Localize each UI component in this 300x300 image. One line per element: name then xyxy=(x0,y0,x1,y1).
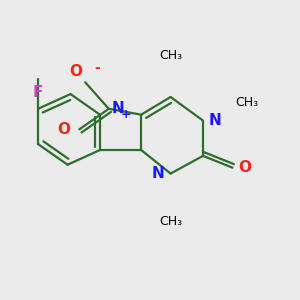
Text: F: F xyxy=(33,85,43,100)
Text: CH₃: CH₃ xyxy=(159,215,182,228)
Text: CH₃: CH₃ xyxy=(236,96,259,110)
Text: N: N xyxy=(209,113,222,128)
Text: O: O xyxy=(69,64,82,79)
Text: N: N xyxy=(152,166,165,181)
Text: O: O xyxy=(238,160,251,175)
Text: CH₃: CH₃ xyxy=(159,49,182,62)
Text: +: + xyxy=(121,108,131,121)
Text: N: N xyxy=(112,101,124,116)
Text: -: - xyxy=(94,61,100,75)
Text: O: O xyxy=(58,122,70,137)
